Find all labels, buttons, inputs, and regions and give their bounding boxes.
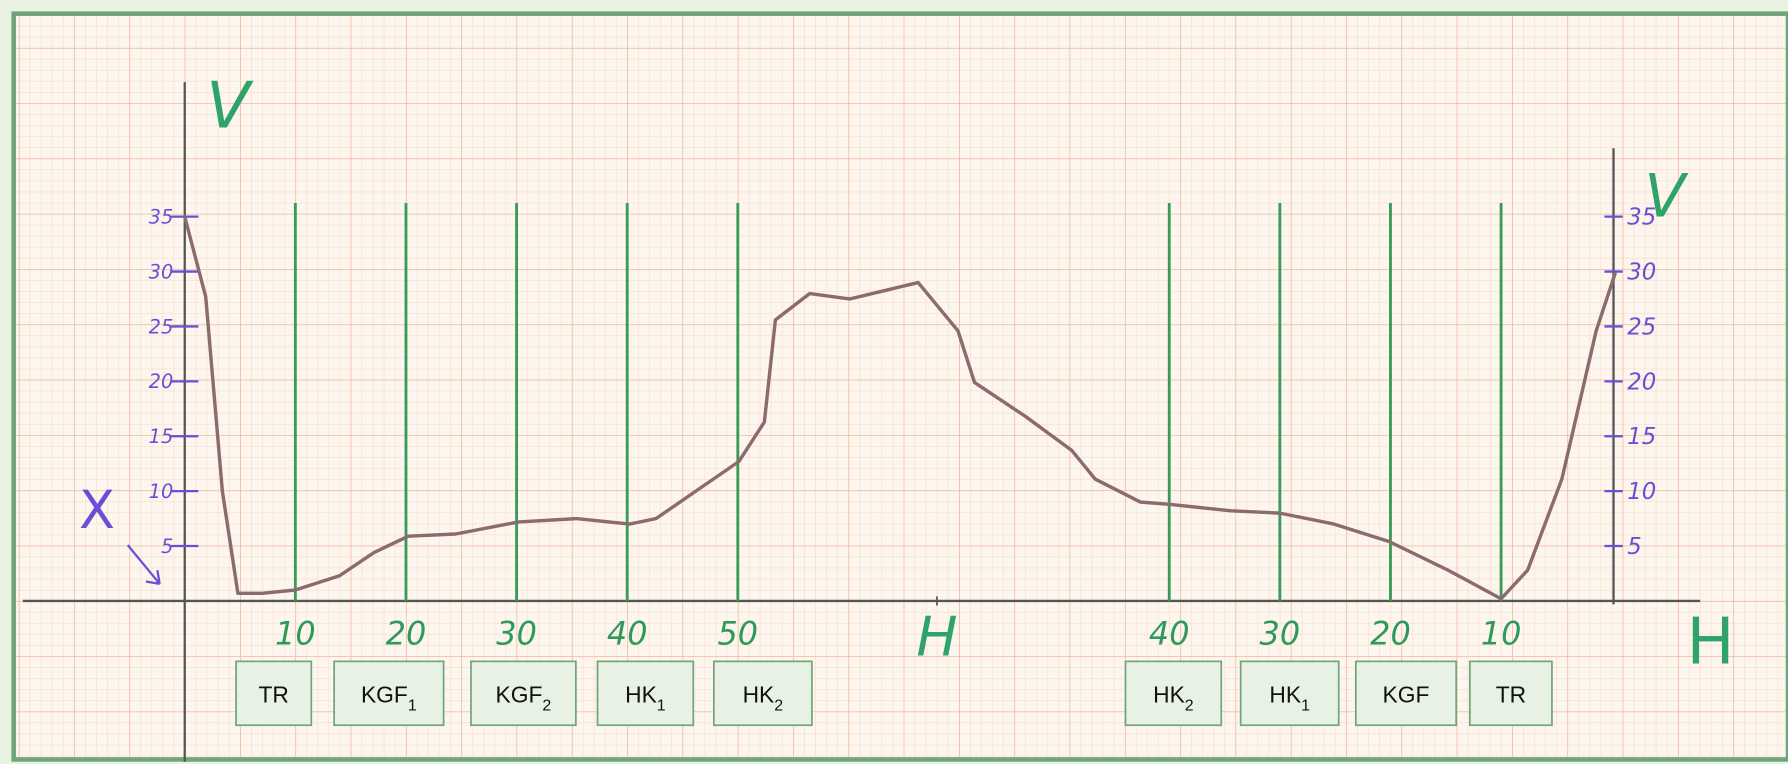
x-tick-label: 50 <box>718 614 759 652</box>
x-tick-label: 30 <box>1260 614 1301 652</box>
y-tick-label: 15 <box>149 425 174 448</box>
annotation: X <box>79 480 115 541</box>
label-subscript: 1 <box>1301 697 1310 714</box>
y-tick-label: 25 <box>149 315 174 338</box>
label-text: HK <box>743 681 775 707</box>
y-axis-label: V <box>206 70 254 144</box>
label-text: TR <box>1496 681 1526 707</box>
label-text: HK <box>1153 681 1185 707</box>
y2-tick-label: 35 <box>1627 205 1656 231</box>
label-subscript: 2 <box>542 697 551 714</box>
y2-tick-label: 20 <box>1627 369 1656 395</box>
label-text: KGF <box>496 681 543 707</box>
y2-tick-label: 25 <box>1627 314 1656 340</box>
label-text: KGF <box>361 681 408 707</box>
y-tick-label: 10 <box>149 480 174 503</box>
y2-tick-label: 30 <box>1627 260 1656 286</box>
y2-tick-label: 5 <box>1627 534 1642 560</box>
y-tick-label: 35 <box>149 205 174 228</box>
x-tick-label: H <box>916 605 957 669</box>
label-subscript: 1 <box>657 697 666 714</box>
label-subscript: 2 <box>774 697 783 714</box>
label-text: KGF <box>1383 681 1430 707</box>
x-tick-label: 40 <box>607 614 648 652</box>
label-box-text: TR <box>258 681 288 707</box>
chart: VVHX1020304050H4030201051015202530355101… <box>0 0 1788 764</box>
label-box-text: TR <box>1496 681 1526 707</box>
y-tick-label: 30 <box>149 260 174 283</box>
y-tick-label: 20 <box>149 370 174 393</box>
label-text: HK <box>1269 681 1301 707</box>
label-text: HK <box>625 681 657 707</box>
x-tick-label: 30 <box>496 614 537 652</box>
y-tick-label: 5 <box>161 535 173 558</box>
x-tick-label: 20 <box>1370 614 1411 652</box>
label-text: TR <box>258 681 288 707</box>
label-subscript: 1 <box>408 697 417 714</box>
x-axis-label: H <box>1686 606 1734 680</box>
x-tick-label: 40 <box>1149 614 1190 652</box>
x-tick-label: 20 <box>386 614 427 652</box>
y2-tick-label: 10 <box>1627 479 1656 505</box>
x-tick-label: 10 <box>1481 614 1522 652</box>
x-tick-label: 10 <box>275 614 316 652</box>
y2-tick-label: 15 <box>1627 424 1656 450</box>
label-subscript: 2 <box>1185 697 1194 714</box>
label-box-text: KGF <box>1383 681 1430 707</box>
